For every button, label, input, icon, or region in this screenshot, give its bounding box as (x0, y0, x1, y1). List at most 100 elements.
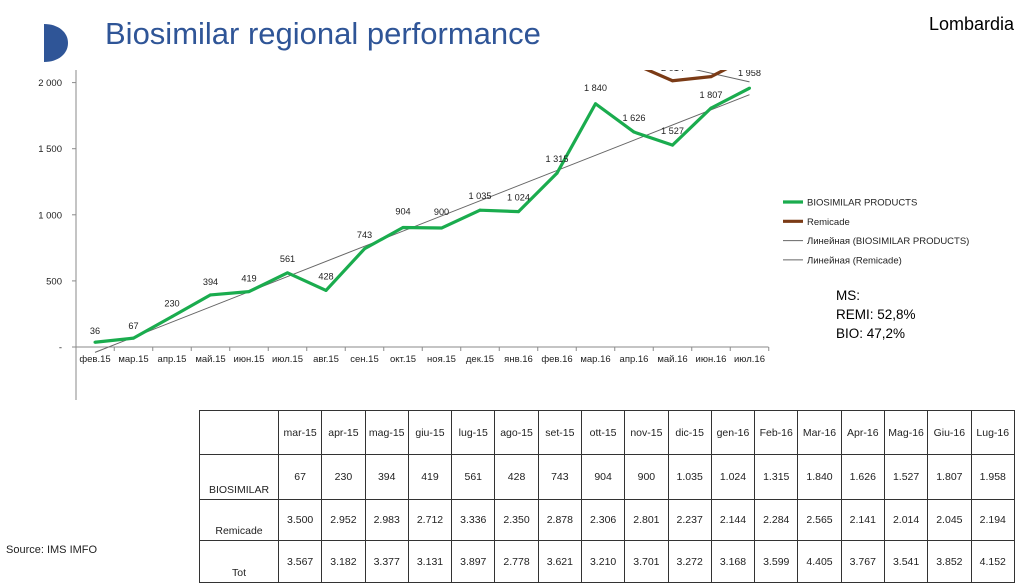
table-cell: 743 (537, 454, 582, 500)
data-point (170, 315, 174, 319)
data-point (401, 225, 405, 229)
data-point (363, 247, 366, 251)
table-cell: 2.144 (710, 499, 756, 541)
x-tick-label: апр.15 (158, 354, 187, 365)
table-corner (199, 410, 279, 455)
table-cell: 3.131 (407, 540, 453, 583)
table-cell: 900 (624, 454, 669, 500)
data-label-biosimilar: 904 (395, 206, 410, 216)
data-label-biosimilar: 1 626 (623, 113, 646, 123)
x-tick-label: сен.15 (350, 354, 379, 365)
data-label-biosimilar: 419 (241, 274, 256, 284)
table-cell: 1.840 (797, 454, 842, 500)
table-row: Remicade 3.500 2.952 2.983 2.712 3.336 2.350 2.… (199, 499, 1015, 541)
table-cell: 3.701 (624, 540, 669, 583)
table-cell: 1.024 (710, 454, 756, 500)
data-label-biosimilar: 900 (434, 207, 449, 217)
data-label-biosimilar: 1 527 (661, 126, 684, 136)
data-label-biosimilar: 1 035 (469, 191, 492, 201)
table-cell: 3.599 (754, 540, 799, 583)
table-cell: 3.567 (277, 540, 323, 583)
y-tick-label: 500 (46, 276, 62, 287)
data-label-biosimilar: 36 (90, 326, 100, 336)
data-point (671, 79, 674, 83)
table-cell: 1.035 (667, 454, 712, 500)
table-cell: 3.182 (321, 540, 366, 583)
table-cell: 3.767 (840, 540, 885, 583)
table-cell: 2.237 (667, 499, 712, 541)
data-point (440, 226, 443, 230)
table-header-cell: lug-15 (451, 410, 496, 455)
data-label-biosimilar: 1 315 (546, 154, 569, 164)
data-point (286, 271, 289, 275)
table-cell: 1.626 (840, 454, 885, 500)
y-tick-label: 1 500 (38, 144, 62, 155)
table-cell: 3.852 (927, 540, 972, 583)
table-cell: 2.983 (364, 499, 409, 541)
data-point (247, 290, 251, 294)
table-row-label: Remicade (199, 499, 279, 541)
table-header-cell: nov-15 (624, 410, 669, 455)
table-cell: 230 (321, 454, 366, 500)
table-header-cell: Giu-16 (927, 410, 972, 455)
legend-remicade-label: Remicade (807, 217, 850, 228)
data-label-biosimilar: 1 024 (507, 193, 530, 203)
table-cell: 394 (364, 454, 409, 500)
x-tick-label: мар.16 (580, 354, 610, 365)
table-cell: 3.210 (580, 540, 626, 583)
ms-remicade: REMI: 52,8% (836, 307, 916, 322)
table-header-cell: Apr-16 (840, 410, 885, 455)
table-header-cell: apr-15 (321, 410, 366, 455)
x-tick-label: мар.15 (118, 354, 148, 365)
table-row: BIOSIMILAR 67 230 394 419 561 428 743 904 900 1.03… (199, 454, 1015, 500)
table-cell: 561 (451, 454, 496, 500)
table-cell: 428 (494, 454, 539, 500)
table-cell: 3.541 (883, 540, 929, 583)
data-label-biosimilar: 1 958 (738, 70, 761, 78)
x-tick-label: июн.16 (696, 354, 727, 365)
data-label-biosimilar: 428 (318, 271, 333, 281)
data-label-biosimilar: 1 840 (584, 83, 607, 93)
data-point (555, 171, 559, 175)
trendline-biosimilar (94, 94, 750, 353)
table-cell: 1.527 (883, 454, 929, 500)
data-label-remicade: 2 014 (661, 70, 684, 73)
data-table: mar-15 apr-15 mag-15 giu-15 lug-15 ago-15 set-… (199, 410, 1015, 583)
data-point (632, 130, 636, 134)
x-tick-label: июн.15 (234, 354, 265, 365)
data-label-biosimilar: 394 (203, 277, 218, 287)
table-cell: 2.284 (754, 499, 799, 541)
data-point (93, 340, 97, 344)
data-label-biosimilar: 230 (164, 299, 179, 309)
page-title: Biosimilar regional performance (105, 16, 541, 51)
legend-trend-remicade-label: Линейная (Remicade) (807, 255, 902, 266)
table-row-label: Tot (199, 540, 279, 583)
data-point (132, 336, 135, 340)
x-tick-label: янв.16 (504, 354, 533, 365)
table-cell: 2.306 (580, 499, 626, 541)
table-cell: 419 (407, 454, 453, 500)
y-tick-label: 1 000 (38, 210, 62, 221)
table-cell: 67 (277, 454, 323, 500)
table-row: Tot 3.567 3.182 3.377 3.131 3.897 2.778 3.621 3.… (199, 540, 1015, 583)
table-cell: 1.315 (754, 454, 799, 500)
data-label-biosimilar: 561 (280, 254, 295, 264)
source-note: Source: IMS IMFO (6, 544, 98, 556)
table-cell: 2.014 (883, 499, 929, 541)
table-header-cell: Mag-16 (883, 410, 929, 455)
x-tick-label: апр.16 (620, 354, 649, 365)
table-header-cell: set-15 (537, 410, 582, 455)
table-header-cell: Feb-16 (754, 410, 799, 455)
data-point (748, 86, 751, 90)
x-tick-label: окт.15 (390, 354, 416, 365)
table-cell: 2.952 (321, 499, 366, 541)
series-line-remicade (643, 70, 728, 83)
table-header-cell: dic-15 (667, 410, 712, 455)
x-tick-label: дек.15 (466, 354, 494, 365)
logo-icon (44, 24, 68, 62)
table-cell: 2.712 (407, 499, 453, 541)
ms-heading: MS: (836, 288, 861, 303)
legend-biosimilar-label: BIOSIMILAR PRODUCTS (807, 198, 917, 209)
table-header-cell: gen-16 (710, 410, 756, 455)
